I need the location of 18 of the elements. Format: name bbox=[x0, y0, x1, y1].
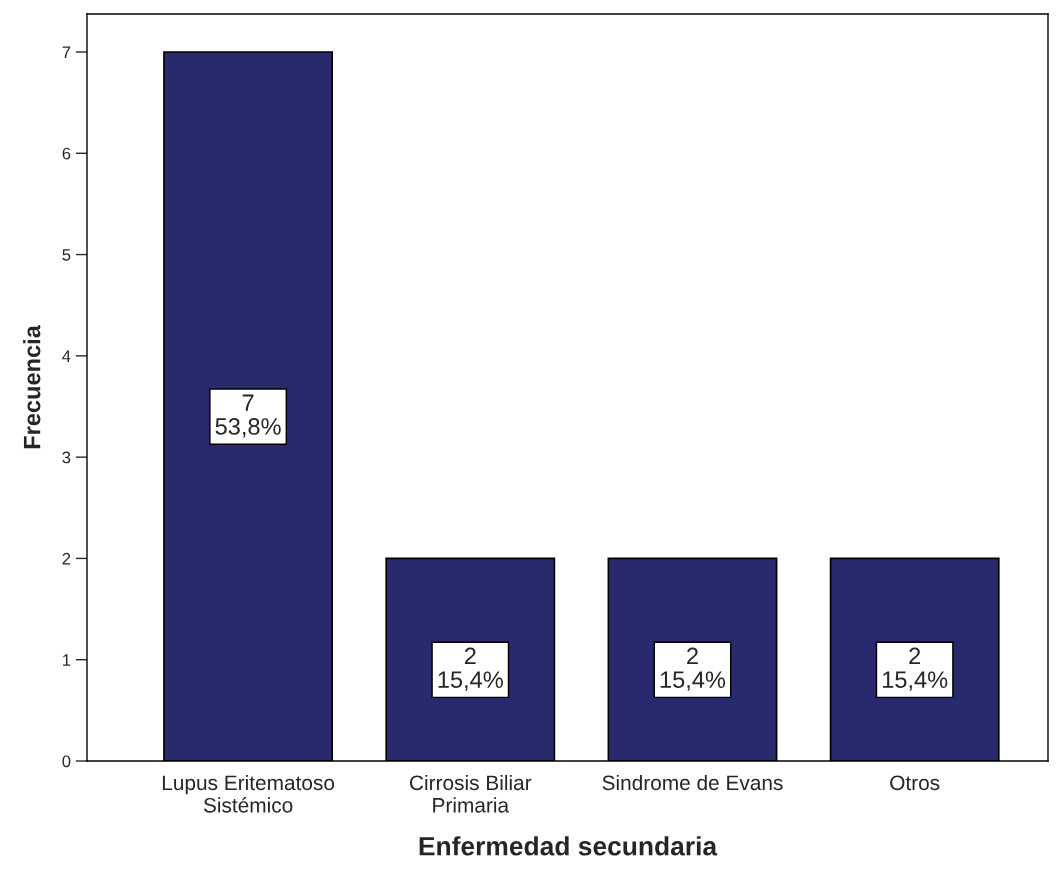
y-tick-label: 3 bbox=[62, 451, 71, 464]
y-tick-label: 6 bbox=[62, 147, 71, 160]
x-tick-label: Cirrosis Biliar Primaria bbox=[410, 774, 532, 813]
x-tick-label: Lupus Eritematoso Sistémico bbox=[162, 774, 335, 813]
y-tick-label: 1 bbox=[63, 654, 71, 666]
y-tick-label: 0 bbox=[62, 755, 71, 768]
data-label: 2 15,4% bbox=[438, 647, 503, 691]
x-tick-label: Sindrome de Evans bbox=[602, 774, 783, 791]
y-tick-label: 2 bbox=[62, 552, 71, 565]
data-label: 2 15,4% bbox=[660, 647, 726, 691]
x-axis-title: Enfermedad secundaria bbox=[419, 836, 718, 856]
x-tick-label: Otros bbox=[890, 775, 940, 791]
data-label: 2 15,4% bbox=[883, 647, 948, 691]
data-label: 7 53,8% bbox=[215, 394, 281, 438]
y-axis-title: Frecuencia bbox=[23, 325, 41, 449]
y-tick-label: 5 bbox=[62, 249, 71, 261]
y-tick-label: 4 bbox=[62, 350, 71, 362]
y-tick-label: 7 bbox=[62, 46, 71, 59]
